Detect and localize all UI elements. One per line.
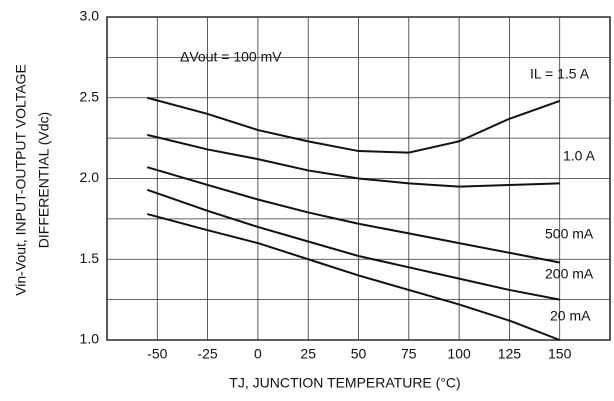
annotation: ΔVout = 100 mV: [180, 49, 282, 65]
y-tick-label: 2.5: [80, 88, 100, 104]
series-line: [146, 188, 560, 301]
series-label: 1.0 A: [563, 148, 596, 164]
x-tick-label: -25: [197, 346, 217, 362]
series-label: 20 mA: [550, 308, 591, 324]
series-line: [146, 166, 560, 264]
y-tick-label: 3.0: [80, 8, 100, 24]
series-label: 500 mA: [545, 226, 594, 242]
y-axis-label: Vin-Vout, INPUT-OUTPUT VOLTAGE: [13, 64, 29, 296]
x-axis-label: TJ, JUNCTION TEMPERATURE (°C): [229, 375, 460, 391]
x-tick-label: 125: [498, 346, 522, 362]
y-axis-label: DIFFERENTIAL (Vdc): [36, 112, 52, 248]
y-tick-label: 2.0: [80, 169, 100, 185]
x-tick-label: 100: [447, 346, 471, 362]
x-tick-label: -50: [147, 346, 167, 362]
x-tick-label: 75: [401, 346, 417, 362]
series-line: [146, 213, 561, 341]
series-label: IL = 1.5 A: [530, 66, 590, 82]
series-label: 200 mA: [545, 266, 594, 282]
x-tick-label: 150: [548, 346, 572, 362]
y-tick-label: 1.0: [80, 331, 100, 347]
series-line: [146, 96, 561, 154]
series-line: [147, 133, 560, 188]
x-tick-label: 0: [254, 346, 262, 362]
x-tick-label: 50: [351, 346, 367, 362]
y-tick-label: 1.5: [80, 250, 100, 266]
x-tick-label: 25: [300, 346, 316, 362]
